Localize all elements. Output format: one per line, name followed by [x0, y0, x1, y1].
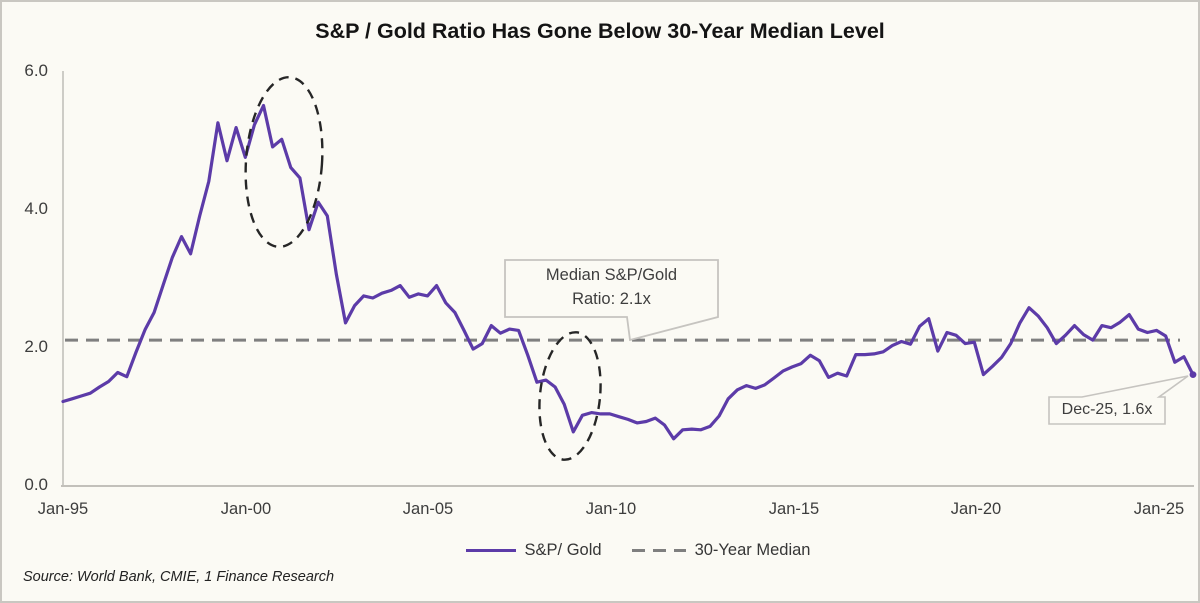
latest-value-callout: Dec-25, 1.6x [1061, 401, 1153, 418]
median-callout-shape [504, 259, 719, 342]
x-tick-jan05: Jan-05 [402, 500, 454, 518]
y-tick-2: 2.0 [24, 337, 48, 356]
source-note: Source: World Bank, CMIE, 1 Finance Rese… [23, 569, 335, 585]
sp-gold-line [61, 103, 1195, 441]
x-tick-jan95: Jan-95 [37, 500, 89, 518]
median-dash-swatch [631, 548, 686, 553]
legend: S&P/ Gold 30-Year Median [40, 541, 1198, 560]
y-tick-4: 4.0 [24, 199, 48, 218]
y-tick-0: 0.0 [24, 475, 48, 494]
median-callout: Median S&P/Gold Ratio: 2.1x [505, 264, 718, 317]
sp-gold-line-swatch [465, 548, 516, 553]
legend-label-sp-gold: S&P/ Gold [524, 541, 602, 559]
y-tick-6: 6.0 [24, 61, 48, 80]
median-callout-line2: Ratio: 2.1x [572, 289, 651, 308]
median-callout-line1: Median S&P/Gold [545, 266, 678, 284]
legend-label-median: 30-Year Median [694, 541, 811, 559]
x-tick-jan20: Jan-20 [950, 500, 1002, 518]
latest-point-marker [1189, 371, 1197, 378]
x-tick-jan00: Jan-00 [220, 500, 272, 518]
latest-callout-shape [1048, 375, 1189, 425]
highlight-ellipse-2009-trough [538, 331, 602, 461]
x-tick-jan25: Jan-25 [1133, 500, 1185, 518]
x-tick-jan10: Jan-10 [585, 500, 637, 518]
highlight-ellipse-2000-peak [244, 75, 324, 249]
x-tick-jan15: Jan-15 [768, 500, 820, 518]
chart-title: S&P / Gold Ratio Has Gone Below 30-Year … [315, 19, 885, 43]
